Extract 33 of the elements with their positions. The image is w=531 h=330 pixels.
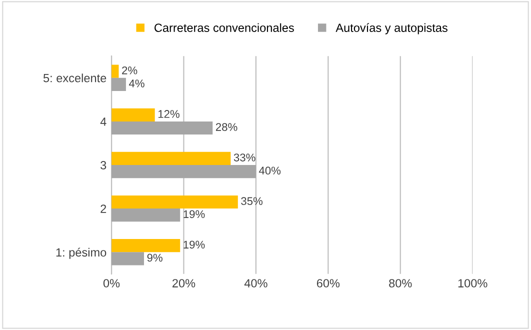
- y-tick-label: 2: [100, 204, 106, 213]
- x-tick-label: 0%: [103, 279, 120, 288]
- data-label: 19%: [184, 210, 205, 218]
- bar: [112, 152, 231, 165]
- bar: [112, 239, 180, 252]
- data-label: 4%: [128, 80, 144, 88]
- x-tick-label: 40%: [244, 279, 268, 288]
- legend-label: Autovías y autopistas: [336, 23, 448, 34]
- bar: [112, 208, 180, 222]
- bar: [112, 108, 155, 122]
- y-tick-label: 4: [100, 118, 106, 126]
- x-tick-label: 60%: [316, 279, 340, 288]
- bar: [112, 64, 119, 78]
- data-label: 40%: [258, 166, 281, 175]
- data-label: 28%: [216, 123, 238, 131]
- y-tick-label: 1: pésimo: [56, 248, 106, 259]
- y-tick-label: 5: excelente: [43, 74, 106, 82]
- data-label: 19%: [184, 240, 205, 249]
- bar: [112, 195, 238, 209]
- bar: [112, 165, 256, 178]
- bar: [112, 121, 213, 135]
- x-tick-label: 80%: [389, 279, 412, 288]
- data-label: 35%: [241, 197, 263, 206]
- data-label: 2%: [122, 66, 138, 74]
- bar: [112, 78, 126, 91]
- x-tick-label: 20%: [172, 279, 196, 288]
- data-label: 9%: [147, 254, 162, 262]
- y-tick-label: 3: [100, 161, 106, 170]
- data-label: 12%: [158, 110, 180, 118]
- data-label: 33%: [234, 154, 256, 162]
- legend-label: Carreteras convencionales: [154, 23, 294, 32]
- x-tick-label: 100%: [458, 279, 488, 288]
- bar: [112, 252, 144, 266]
